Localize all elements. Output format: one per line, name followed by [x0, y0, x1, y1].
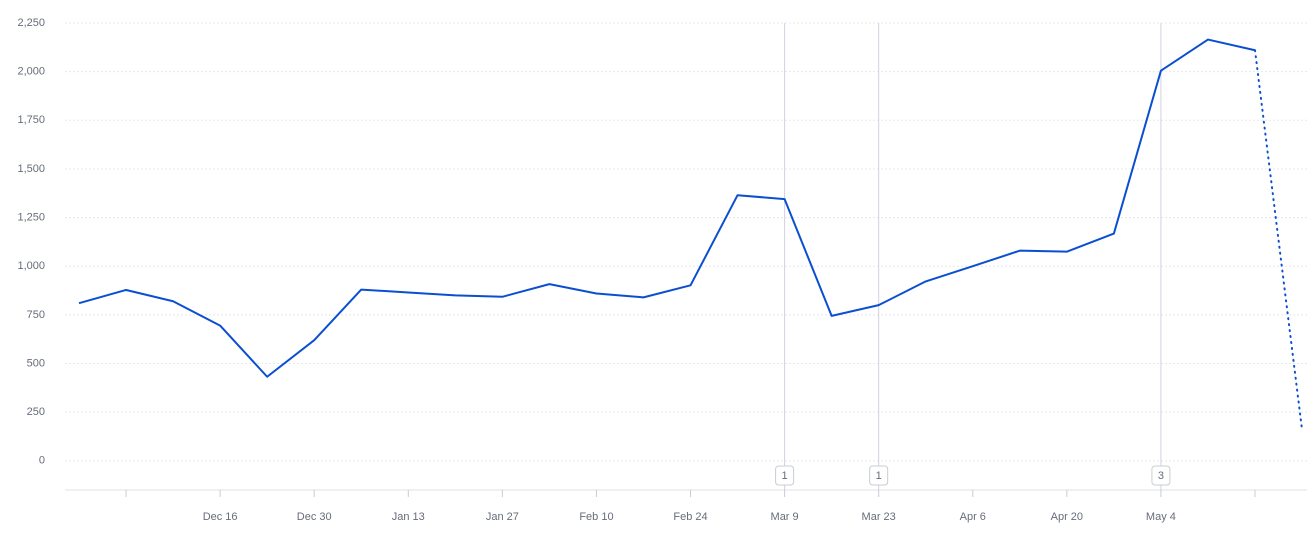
- x-tick-label: May 4: [1146, 511, 1176, 523]
- x-tick-label: Mar 23: [862, 511, 896, 523]
- x-tick-label: Feb 10: [579, 511, 613, 523]
- x-tick-label: Dec 16: [203, 511, 238, 523]
- y-tick-label: 2,000: [17, 66, 45, 78]
- annotation-count: 3: [1158, 470, 1164, 482]
- annotation-count: 1: [782, 470, 788, 482]
- x-tick-label: Jan 13: [392, 511, 425, 523]
- y-tick-label: 500: [27, 357, 45, 369]
- x-tick-label: Jan 27: [486, 511, 519, 523]
- annotation-badge: [775, 465, 795, 486]
- x-tick-label: Mar 9: [771, 511, 799, 523]
- y-tick-label: 1,750: [17, 114, 45, 126]
- y-tick-label: 1,250: [17, 211, 45, 223]
- annotation-badge: [869, 465, 889, 486]
- line-series: [78, 38, 1256, 378]
- annotation-badge: [1151, 465, 1171, 486]
- y-tick-label: 750: [27, 309, 45, 321]
- x-tick-label: Apr 20: [1051, 511, 1083, 523]
- y-tick-label: 0: [39, 455, 45, 467]
- y-tick-label: 1,500: [17, 163, 45, 175]
- y-tick-label: 2,250: [17, 17, 45, 29]
- y-tick-label: 250: [27, 406, 45, 418]
- annotation-count: 1: [876, 470, 882, 482]
- line-projection: [1254, 49, 1304, 431]
- x-tick-label: Apr 6: [960, 511, 986, 523]
- x-tick-label: Feb 24: [673, 511, 707, 523]
- x-tick-label: Dec 30: [297, 511, 332, 523]
- y-tick-label: 1,000: [17, 260, 45, 272]
